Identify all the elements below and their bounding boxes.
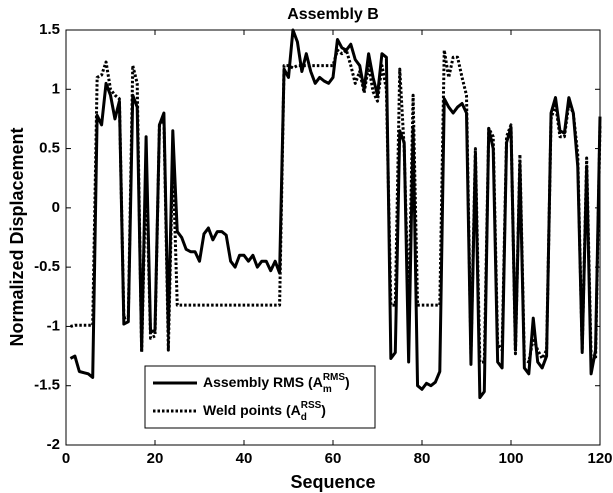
x-tick-label: 0 xyxy=(62,450,70,467)
legend-name: Weld points (A xyxy=(203,402,301,418)
legend-name: Assembly RMS (A xyxy=(203,374,323,390)
x-tick-label: 60 xyxy=(325,450,342,467)
legend-sub: d xyxy=(301,412,307,423)
x-tick-label: 20 xyxy=(147,450,164,467)
x-tick-label: 40 xyxy=(236,450,253,467)
y-tick-label: 0 xyxy=(52,199,60,216)
data-line xyxy=(70,48,602,364)
y-tick-label: 1.5 xyxy=(39,21,60,38)
legend-tail: ) xyxy=(321,402,326,418)
chart-title: Assembly B xyxy=(287,6,379,23)
legend-sup: RSS xyxy=(301,400,322,411)
x-tick-label: 120 xyxy=(587,450,612,467)
y-tick-label: 0.5 xyxy=(39,140,60,157)
legend-label: Weld points (ARSS d) xyxy=(203,400,326,423)
y-tick-label: -0.5 xyxy=(34,258,60,275)
legend-sup: RMS xyxy=(323,372,346,383)
y-tick-label: 1 xyxy=(52,80,60,97)
y-tick-label: -1 xyxy=(47,317,60,334)
legend-label: Assembly RMS (ARMS m) xyxy=(203,372,350,395)
y-tick-label: -2 xyxy=(47,436,60,453)
x-tick-label: 100 xyxy=(498,450,523,467)
legend-box xyxy=(144,365,376,429)
legend-tail: ) xyxy=(345,374,350,390)
y-axis-label: Normalized Displacement xyxy=(7,127,27,346)
x-tick-label: 80 xyxy=(414,450,431,467)
legend-sub: m xyxy=(323,384,332,395)
y-tick-label: -1.5 xyxy=(34,377,60,394)
x-axis-label: Sequence xyxy=(290,472,375,492)
plot-frame xyxy=(65,29,601,446)
